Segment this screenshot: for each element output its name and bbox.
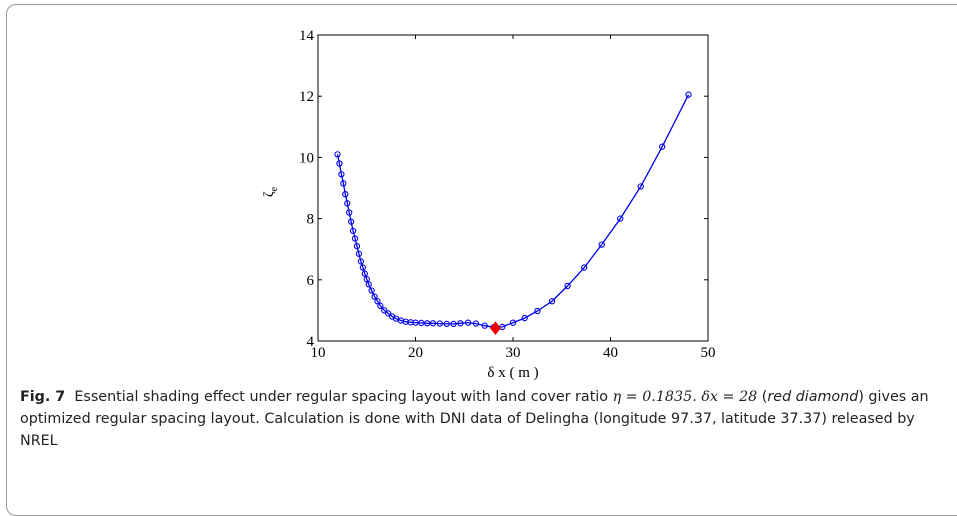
data-point [450,320,457,328]
figure-caption: Fig. 7 Essential shading effect under re… [20,386,950,452]
y-tick-label: 12 [299,89,314,105]
data-point [637,183,644,190]
data-point [342,190,349,198]
series-layer [334,91,692,335]
data-point [377,302,384,309]
data-point [424,320,431,327]
line-chart: 10 20 30 40 50 4 6 8 10 12 14 δ x ( m ) ζe [262,28,716,381]
y-tick-label: 14 [299,28,315,44]
y-axis-label: ζe [262,186,280,197]
data-point [371,293,378,300]
data-point [581,264,588,271]
data-point [368,287,375,294]
data-point [464,319,472,326]
caption-text-3: ( [757,389,768,405]
data-point [346,209,353,216]
caption-text-4: ) gives an optimized regular spacing lay… [20,389,929,449]
data-point [357,258,365,265]
data-point [457,320,464,327]
data-point [472,320,480,327]
y-tick-label: 6 [307,273,315,289]
data-point [509,319,517,326]
data-point [617,215,624,222]
eta-equation: η = 0.1835 [612,389,693,405]
data-point [659,143,666,150]
data-point [412,319,419,326]
data-point [347,218,355,225]
data-point [381,307,388,314]
x-tick-label: 50 [701,345,716,361]
figure-label: Fig. 7 [20,389,66,405]
data-point [344,200,351,207]
data-point [374,298,381,305]
caption-text-1: Essential shading effect under regular s… [74,389,613,405]
data-point [340,180,347,187]
x-axis-label: δ x ( m ) [487,365,538,381]
x-tick-label: 40 [603,345,618,361]
data-point [355,250,363,257]
caption-text-2: . [692,389,702,405]
x-tick-label: 30 [506,345,521,361]
axis-ticks: 10 20 30 40 50 4 6 8 10 12 14 [299,28,716,361]
data-point [429,320,437,327]
y-tick-label: 4 [307,334,315,350]
y-tick-label: 8 [307,212,315,228]
data-point [548,298,556,305]
data-point [351,235,359,242]
optimum-diamond-marker [490,321,501,335]
data-point [338,171,345,178]
data-point [361,270,368,277]
data-point [436,320,444,327]
data-point [418,319,425,327]
data-point [685,91,692,98]
data-point [365,281,372,288]
red-diamond-text: red diamond [767,389,859,405]
data-point [521,314,528,322]
data-point [481,322,488,329]
data-point [534,307,541,315]
data-point [334,151,341,158]
y-tick-label: 10 [299,150,314,166]
data-point [443,320,450,328]
data-point [336,160,343,167]
data-point [598,241,605,248]
data-point [359,264,366,271]
x-tick-label: 10 [311,345,326,361]
data-point [353,242,361,250]
data-point [363,276,370,283]
data-point [564,282,571,290]
data-point [385,310,392,317]
dx-equation: δx = 28 [701,389,758,405]
x-tick-label: 20 [408,345,423,361]
data-point [349,227,357,234]
